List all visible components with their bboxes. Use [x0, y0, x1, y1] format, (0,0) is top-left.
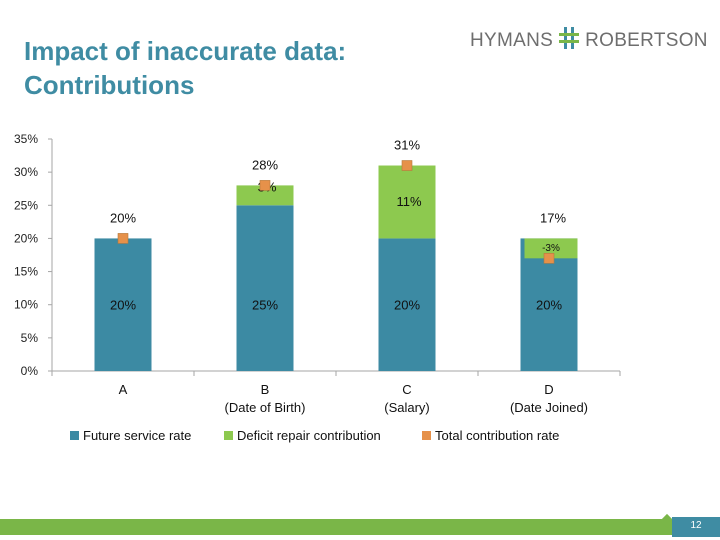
x-category-sublabel: (Date of Birth): [225, 400, 306, 415]
legend-label: Deficit repair contribution: [237, 428, 381, 443]
slide-title-line-1: Impact of inaccurate data:: [24, 36, 347, 66]
y-tick-label: 30%: [14, 165, 38, 179]
logo-text-left: HYMANS: [470, 30, 554, 51]
y-tick-label: 0%: [21, 364, 39, 378]
contributions-chart: 0%5%10%15%20%25%30%35%20%20%A25%3%28%B(D…: [14, 132, 621, 443]
y-tick-label: 15%: [14, 265, 38, 279]
x-category-label: B: [261, 382, 270, 397]
data-label-deficit-repair: 11%: [396, 194, 421, 209]
page-number: 12: [690, 520, 702, 531]
x-category-label: C: [402, 382, 411, 397]
bar-future-service: [378, 238, 436, 371]
x-category-label: A: [119, 382, 128, 397]
marker-total-contribution: [259, 180, 271, 191]
bar-future-service: [236, 205, 294, 371]
data-label-total-contribution: 17%: [540, 210, 566, 225]
data-label-future-service: 20%: [536, 298, 562, 313]
footer-bar: [0, 519, 720, 535]
y-tick-label: 5%: [21, 331, 39, 345]
data-label-future-service: 20%: [394, 298, 420, 313]
slide-title-line-2: Contributions: [24, 70, 195, 100]
legend-swatch-deficit-repair: [224, 431, 233, 440]
y-tick-label: 20%: [14, 231, 38, 245]
data-label-future-service: 20%: [110, 298, 136, 313]
x-category-label: D: [544, 382, 553, 397]
legend-label: Future service rate: [83, 428, 191, 443]
y-tick-label: 10%: [14, 298, 38, 312]
logo-hash-icon: [559, 27, 580, 55]
marker-total-contribution: [543, 253, 555, 264]
logo-text-right: ROBERTSON: [585, 30, 708, 51]
data-label-future-service: 25%: [252, 298, 278, 313]
x-category-sublabel: (Salary): [384, 400, 430, 415]
page-number-box: [672, 517, 720, 537]
legend-swatch-future-service: [70, 431, 79, 440]
legend-swatch-total-contribution: [422, 431, 431, 440]
marker-total-contribution: [401, 160, 413, 171]
y-tick-label: 25%: [14, 198, 38, 212]
company-logo: HYMANS ROBERTSON: [470, 27, 708, 55]
bar-deficit-repair: [236, 185, 294, 206]
slide-title: Impact of inaccurate data: Contributions: [24, 34, 444, 102]
data-label-total-contribution: 20%: [110, 210, 136, 225]
bar-future-service: [94, 238, 152, 371]
x-category-sublabel: (Date Joined): [510, 400, 588, 415]
data-label-total-contribution: 28%: [252, 157, 278, 172]
data-label-total-contribution: 31%: [394, 138, 420, 153]
marker-total-contribution: [117, 233, 129, 244]
data-label-deficit-repair: -3%: [542, 243, 560, 254]
bar-deficit-repair: [524, 238, 578, 259]
bar-deficit-repair: [378, 165, 436, 239]
y-tick-label: 35%: [14, 132, 38, 146]
legend-label: Total contribution rate: [435, 428, 559, 443]
